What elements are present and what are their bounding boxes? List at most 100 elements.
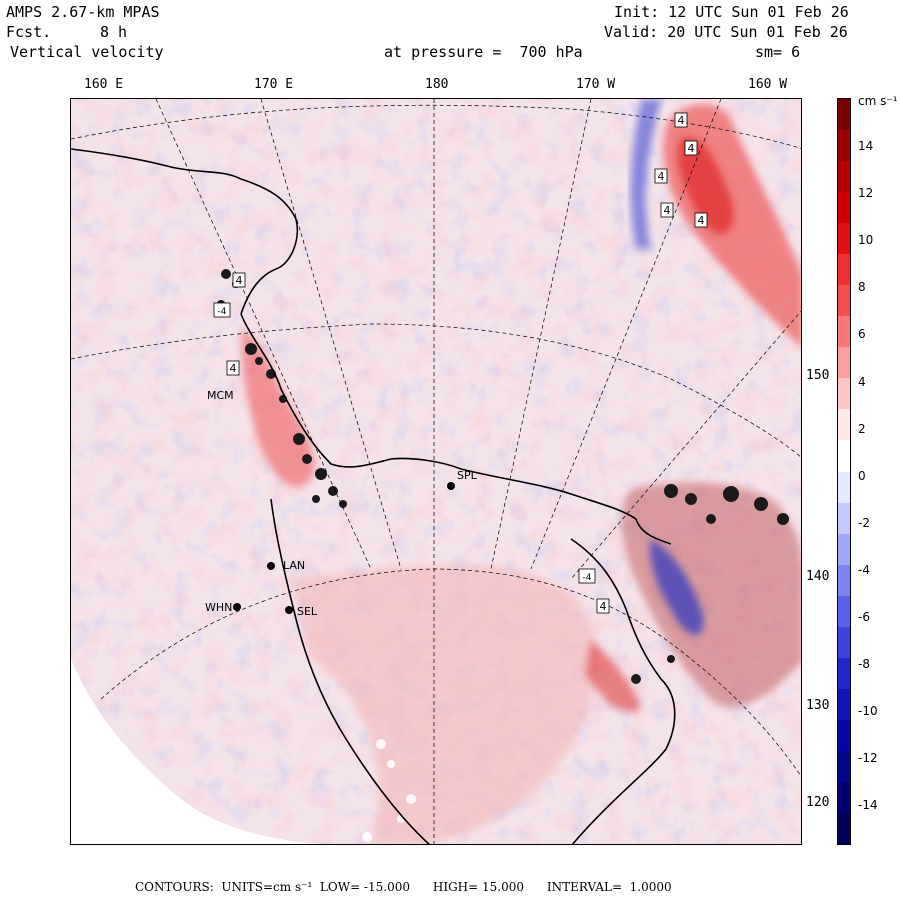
- negative-band: [630, 99, 661, 249]
- positive-patch: [241, 329, 315, 488]
- colorbar-tick-label: 6: [858, 327, 866, 342]
- contour-label: 4: [596, 598, 610, 614]
- colorbar-tick-label: -2: [858, 515, 870, 530]
- svg-text:4: 4: [664, 204, 671, 217]
- colorbar-swatch: [838, 688, 850, 721]
- field-name: Vertical velocity: [10, 43, 164, 61]
- negative-core: [650, 539, 704, 636]
- colorbar-tick-label: -10: [858, 704, 878, 719]
- colorbar-tick-label: -6: [858, 610, 870, 624]
- contour-label: 4: [660, 202, 674, 218]
- svg-text:4: 4: [600, 600, 607, 613]
- contour-label: 4: [684, 140, 698, 156]
- station-label-sel: SEL: [297, 605, 318, 618]
- colorbar-swatch: [838, 161, 850, 193]
- init-time: Init: 12 UTC Sun 01 Feb 26: [614, 3, 849, 21]
- colorbar-swatch: [838, 564, 850, 597]
- station-label-lan: LAN: [283, 559, 305, 572]
- colorbar-swatch: [838, 502, 850, 535]
- colorbar-tick-label: 14: [858, 139, 874, 153]
- mountain-contour-clusters: [217, 269, 347, 508]
- lon-label: 170 E: [254, 77, 294, 92]
- lon-label: 160 E: [84, 77, 124, 92]
- pressure-level: at pressure = 700 hPa: [384, 43, 583, 61]
- lon-label: 180: [425, 77, 449, 92]
- colorbar-swatch: [838, 130, 850, 162]
- station-label-spl: SPL: [457, 469, 478, 482]
- storm-contour-clusters: [631, 484, 789, 684]
- svg-text:4: 4: [230, 362, 237, 375]
- svg-text:-4: -4: [583, 573, 592, 583]
- contour-label: -4: [213, 302, 231, 318]
- colorbar-tick-label: 4: [858, 374, 866, 389]
- lon-label: 170 W: [576, 77, 616, 92]
- colorbar-tick-label: -12: [858, 751, 878, 766]
- contour-label: 4: [232, 272, 246, 288]
- colorbar-swatch: [838, 254, 850, 286]
- coastline: [71, 148, 676, 844]
- contour-label: 4: [226, 360, 240, 376]
- colorbar-tick-label: 10: [858, 233, 874, 248]
- positive-core: [677, 137, 734, 234]
- colorbar-swatch: [838, 440, 850, 472]
- forecast-label: Fcst.: [6, 23, 52, 41]
- map-panel: MCM LAN WHN SEL SPL 4 4 4 4 4 4 4 -4 -4 …: [70, 98, 802, 845]
- colorbar-swatch: [838, 626, 850, 659]
- colorbar-swatch: [838, 719, 850, 752]
- colorbar-swatch: [838, 595, 850, 628]
- station-markers: [233, 482, 455, 614]
- colorbar-tick-label: 8: [858, 280, 866, 295]
- colorbar-swatch: [838, 316, 850, 348]
- colorbar-swatch: [838, 99, 850, 131]
- colorbar-swatch: [838, 192, 850, 224]
- low-value: LOW= -15.000: [319, 880, 410, 894]
- colorbar-tick-label: 0: [858, 468, 866, 483]
- colorbar: [837, 98, 851, 845]
- high-value: HIGH= 15.000: [432, 880, 524, 894]
- interval-value: INTERVAL= 1.0000: [546, 880, 672, 894]
- colorbar-tick-label: -8: [858, 657, 870, 672]
- colorbar-tick-label: -14: [858, 798, 878, 813]
- valid-time: Valid: 20 UTC Sun 01 Feb 26: [604, 23, 848, 41]
- colorbar-tick-label: 2: [858, 421, 866, 436]
- station-label-whn: WHN: [205, 601, 232, 614]
- colorbar-swatch: [838, 657, 850, 690]
- colorbar-swatch: [838, 409, 850, 441]
- colorbar-swatch: [838, 781, 850, 814]
- contour-label: -4: [578, 568, 596, 584]
- contour-label: 4: [654, 168, 668, 184]
- svg-text:4: 4: [658, 170, 665, 183]
- masked-area: [362, 739, 416, 842]
- svg-text:4: 4: [678, 114, 685, 127]
- colorbar-swatch: [838, 812, 850, 844]
- forecast-hours: 8 h: [100, 23, 128, 41]
- domain-edge: [71, 659, 320, 844]
- storm-region: [621, 482, 801, 707]
- colorbar-swatch: [838, 223, 850, 255]
- contour-label: 4: [694, 212, 708, 228]
- units-text: UNITS=cm s⁻¹: [221, 880, 313, 894]
- svg-text:4: 4: [688, 142, 695, 155]
- colorbar-tick-label: -4: [858, 562, 870, 577]
- contour-info: CONTOURS: UNITS=cm s⁻¹ LOW= -15.000 HIGH…: [135, 880, 672, 894]
- station-label-mcm: MCM: [207, 389, 234, 402]
- colorbar-swatch: [838, 750, 850, 783]
- svg-text:-4: -4: [218, 307, 227, 317]
- colorbar-units: cm s⁻¹: [858, 94, 898, 108]
- colorbar-swatch: [838, 347, 850, 379]
- vertical-velocity-map: MCM LAN WHN SEL SPL 4 4 4 4 4 4 4 -4 -4 …: [71, 99, 801, 844]
- colorbar-swatch: [838, 285, 850, 317]
- colorbar-swatch: [838, 378, 850, 410]
- smoothing: sm= 6: [755, 43, 801, 61]
- contours-label: CONTOURS:: [135, 880, 214, 894]
- colorbar-swatch: [838, 471, 850, 504]
- colorbar-swatch: [838, 533, 850, 566]
- positive-patch: [586, 639, 641, 712]
- svg-text:4: 4: [236, 274, 243, 287]
- svg-text:4: 4: [698, 214, 705, 227]
- ross-shelf-shading: [291, 564, 597, 844]
- model-title: AMPS 2.67-km MPAS: [6, 3, 160, 21]
- contour-label: 4: [674, 112, 688, 128]
- colorbar-tick-label: 12: [858, 186, 874, 201]
- lon-label: 160 W: [748, 77, 788, 92]
